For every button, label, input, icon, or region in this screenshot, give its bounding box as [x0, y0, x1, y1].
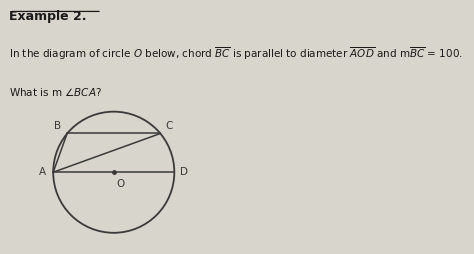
Text: In the diagram of circle $O$ below, chord $\overline{BC}$ is parallel to diamete: In the diagram of circle $O$ below, chor…	[9, 46, 464, 62]
Text: O: O	[117, 180, 125, 189]
Text: What is m $\angle BCA$?: What is m $\angle BCA$?	[9, 86, 102, 98]
Text: D: D	[181, 167, 188, 177]
Text: A: A	[39, 167, 46, 177]
Text: B: B	[54, 121, 61, 131]
Text: Example 2.: Example 2.	[9, 10, 87, 23]
Text: C: C	[165, 121, 173, 131]
